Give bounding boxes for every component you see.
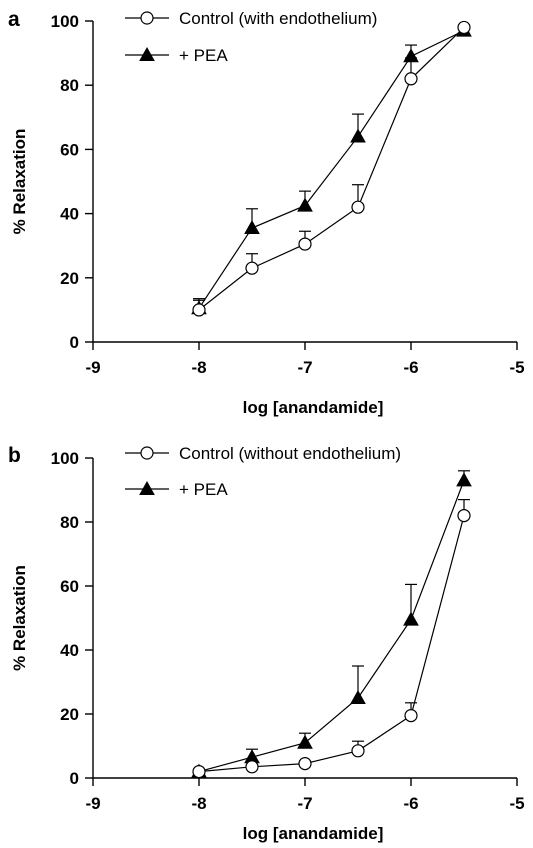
y-tick-label: 80: [60, 513, 79, 532]
control-series-point: [404, 708, 418, 723]
legend-label: Control (with endothelium): [179, 9, 377, 28]
legend-label: + PEA: [179, 46, 228, 65]
y-tick-label: 100: [51, 12, 79, 31]
legend-label: Control (without endothelium): [179, 444, 401, 463]
control-series-line: [198, 515, 465, 773]
panel-b: b 0 20 40 60 80 100 -9 -8 -7 -6 -5 log [anandamide]%…: [8, 444, 525, 843]
pea-series-point: [350, 689, 366, 704]
y-tick-label: 20: [60, 705, 79, 724]
pea-series: [191, 470, 472, 778]
y-tick-label: 80: [60, 76, 79, 95]
y-tick-label: 100: [51, 449, 79, 468]
control-series-point: [245, 760, 259, 774]
panel-label: a: [8, 8, 20, 31]
control-series-point: [298, 237, 312, 251]
control-series-point: [245, 261, 259, 275]
x-tick-label: -7: [297, 358, 312, 377]
legend-label: + PEA: [179, 480, 228, 499]
pea-series-line: [198, 30, 465, 309]
y-tick-label: 60: [60, 140, 79, 159]
control-series: [192, 20, 471, 317]
x-tick-label: -6: [403, 358, 418, 377]
control-series-point: [457, 20, 471, 35]
x-axis-title: log [anandamide]: [243, 398, 384, 417]
x-tick-label: -5: [509, 358, 524, 377]
pea-series-point: [456, 472, 472, 487]
y-tick-label: 60: [60, 577, 79, 596]
y-tick-label: 20: [60, 269, 79, 288]
x-tick-label: -6: [403, 794, 418, 813]
pea-series-point: [350, 128, 366, 143]
y-axis-title: % Relaxation: [10, 565, 29, 671]
x-axis-title: log [anandamide]: [243, 824, 384, 843]
control-series-point: [192, 764, 206, 779]
pea-series: [191, 22, 472, 315]
control-series-point: [351, 200, 365, 214]
x-tick-label: -8: [191, 794, 206, 813]
control-series-line: [198, 26, 465, 311]
legend: Control (without endothelium) + PEA: [125, 444, 401, 499]
pea-series-point: [403, 611, 419, 626]
control-series: [192, 499, 471, 779]
y-tick-label: 0: [70, 769, 79, 788]
x-tick-label: -9: [85, 794, 100, 813]
pea-series-point: [297, 197, 313, 212]
pea-series-point: [297, 734, 313, 749]
legend-marker-triangle: [139, 46, 155, 61]
y-axis-title: % Relaxation: [10, 129, 29, 235]
x-tick-label: -9: [85, 358, 100, 377]
x-tick-label: -7: [297, 794, 312, 813]
y-tick-label: 40: [60, 641, 79, 660]
control-series-point: [298, 756, 312, 771]
pea-series-line: [198, 480, 465, 773]
control-series-point: [404, 72, 418, 86]
panel-a: a 0 20 40 60 80 100 -9 -8 -7 -6 -5 log [anandamide]%…: [8, 8, 525, 417]
pea-series-point: [244, 220, 260, 235]
x-tick-label: -5: [509, 794, 524, 813]
legend-marker-circle: [140, 11, 154, 25]
y-tick-label: 40: [60, 205, 79, 224]
legend-marker-circle: [140, 446, 154, 460]
control-series-point: [192, 303, 206, 317]
panel-label: b: [8, 444, 21, 467]
control-series-point: [457, 508, 471, 523]
control-series-point: [351, 744, 365, 758]
legend: Control (with endothelium) + PEA: [125, 9, 377, 65]
x-tick-label: -8: [191, 358, 206, 377]
y-tick-label: 0: [70, 333, 79, 352]
legend-marker-triangle: [139, 480, 155, 495]
